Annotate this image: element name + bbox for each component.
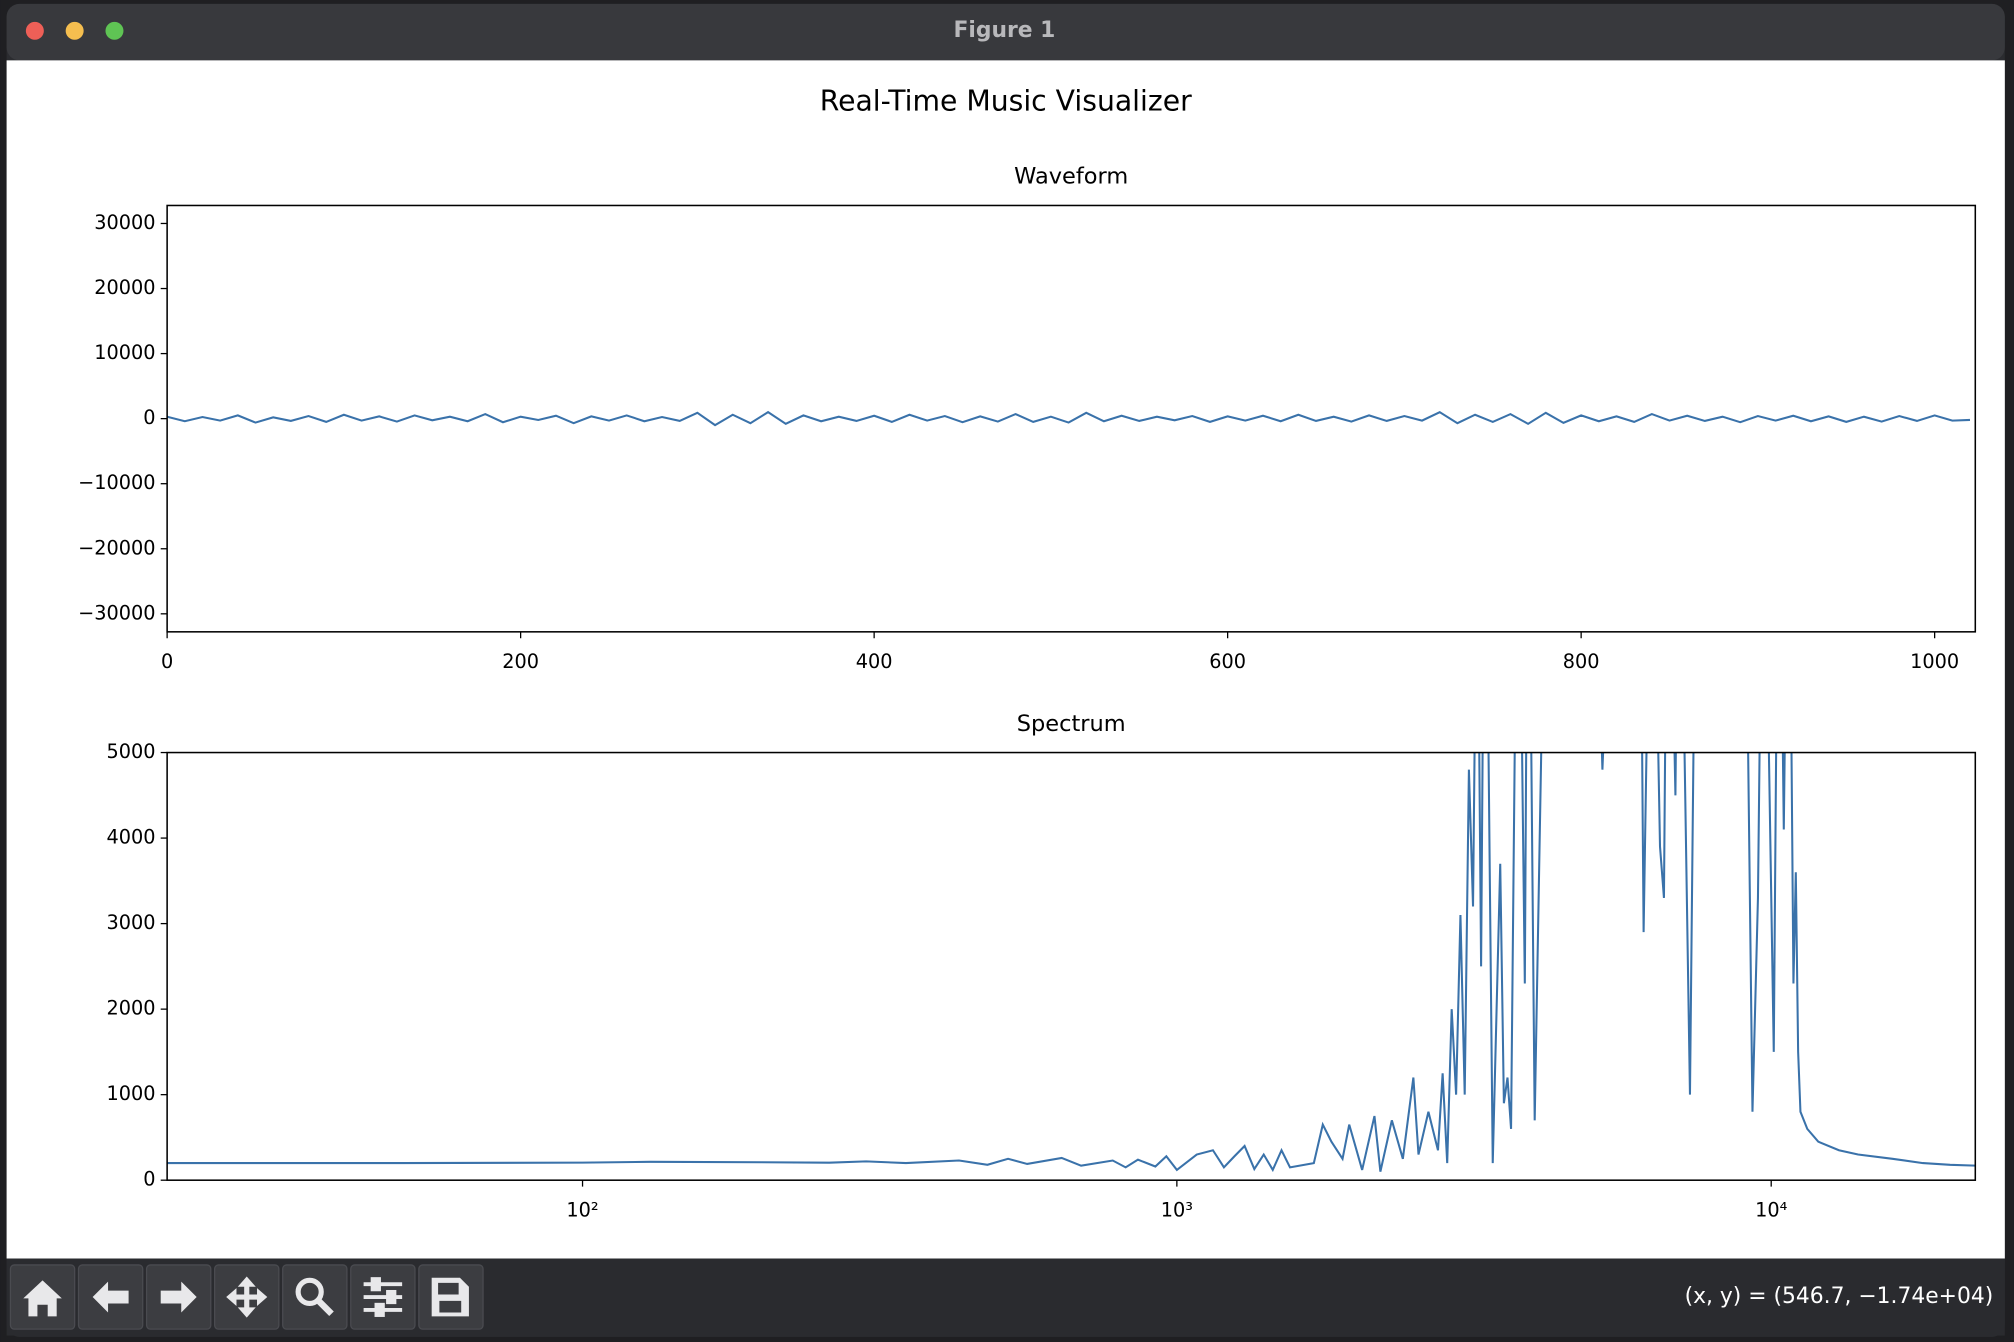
pan-icon bbox=[226, 1276, 268, 1318]
y-tick-label: 30000 bbox=[94, 211, 155, 234]
x-tick-label: 400 bbox=[856, 650, 893, 673]
title-bar bbox=[6, 3, 2005, 61]
y-tick-label: 3000 bbox=[107, 911, 156, 934]
x-tick-label: 10³ bbox=[1161, 1199, 1193, 1222]
data-line bbox=[167, 752, 1976, 1173]
y-tick-label: 1000 bbox=[107, 1082, 156, 1105]
y-tick-label: 0 bbox=[143, 406, 155, 429]
forward-icon bbox=[160, 1281, 197, 1313]
axes-frame bbox=[166, 751, 1977, 1181]
zoom-rect-button[interactable] bbox=[282, 1264, 348, 1330]
save-icon bbox=[431, 1277, 469, 1317]
y-tick-label: 4000 bbox=[107, 826, 156, 849]
x-tick-label: 10⁴ bbox=[1755, 1199, 1787, 1222]
status-text: (x, y) = (546.7, −1.74e+04) bbox=[1685, 1284, 1994, 1309]
y-tick-label: −20000 bbox=[78, 536, 155, 559]
minimize-button[interactable] bbox=[65, 21, 84, 40]
y-tick-label: 10000 bbox=[94, 341, 155, 364]
zoom-button[interactable] bbox=[105, 21, 124, 40]
close-button[interactable] bbox=[25, 21, 44, 40]
x-tick-label: 200 bbox=[502, 650, 539, 673]
y-tick-label: 5000 bbox=[107, 740, 156, 763]
home-icon bbox=[23, 1280, 62, 1317]
window: Figure 1 Real-Time Music Visualizer bbox=[6, 3, 2005, 1337]
x-tick-label: 1000 bbox=[1910, 650, 1959, 673]
toolbar-icons bbox=[23, 1276, 469, 1318]
data-line bbox=[167, 410, 1971, 427]
y-tick-label: −10000 bbox=[78, 471, 155, 494]
y-tick-label: −30000 bbox=[78, 601, 155, 624]
y-tick-label: 0 bbox=[143, 1168, 155, 1191]
window-title: Figure 1 bbox=[953, 18, 1055, 43]
y-tick-label: 20000 bbox=[94, 276, 155, 299]
axes-title: Spectrum bbox=[1017, 711, 1126, 737]
x-tick-label: 600 bbox=[1209, 650, 1246, 673]
zoom-icon bbox=[295, 1277, 324, 1307]
x-tick-label: 0 bbox=[161, 650, 173, 673]
back-icon bbox=[92, 1281, 129, 1313]
x-tick-label: 800 bbox=[1563, 650, 1600, 673]
axes-title: Waveform bbox=[1014, 164, 1128, 190]
y-tick-label: 2000 bbox=[107, 997, 156, 1020]
figure-title: Real-Time Music Visualizer bbox=[820, 85, 1192, 118]
zoom-icon-handle bbox=[315, 1297, 334, 1317]
figure-canvas bbox=[6, 60, 2005, 1259]
subplots-icon bbox=[363, 1277, 403, 1317]
x-tick-label: 10² bbox=[566, 1199, 598, 1222]
axes-frame bbox=[166, 204, 1977, 633]
